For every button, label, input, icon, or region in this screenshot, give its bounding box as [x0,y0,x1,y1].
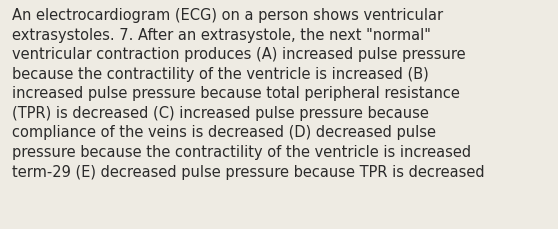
Text: An electrocardiogram (ECG) on a person shows ventricular
extrasystoles. 7. After: An electrocardiogram (ECG) on a person s… [12,8,485,179]
